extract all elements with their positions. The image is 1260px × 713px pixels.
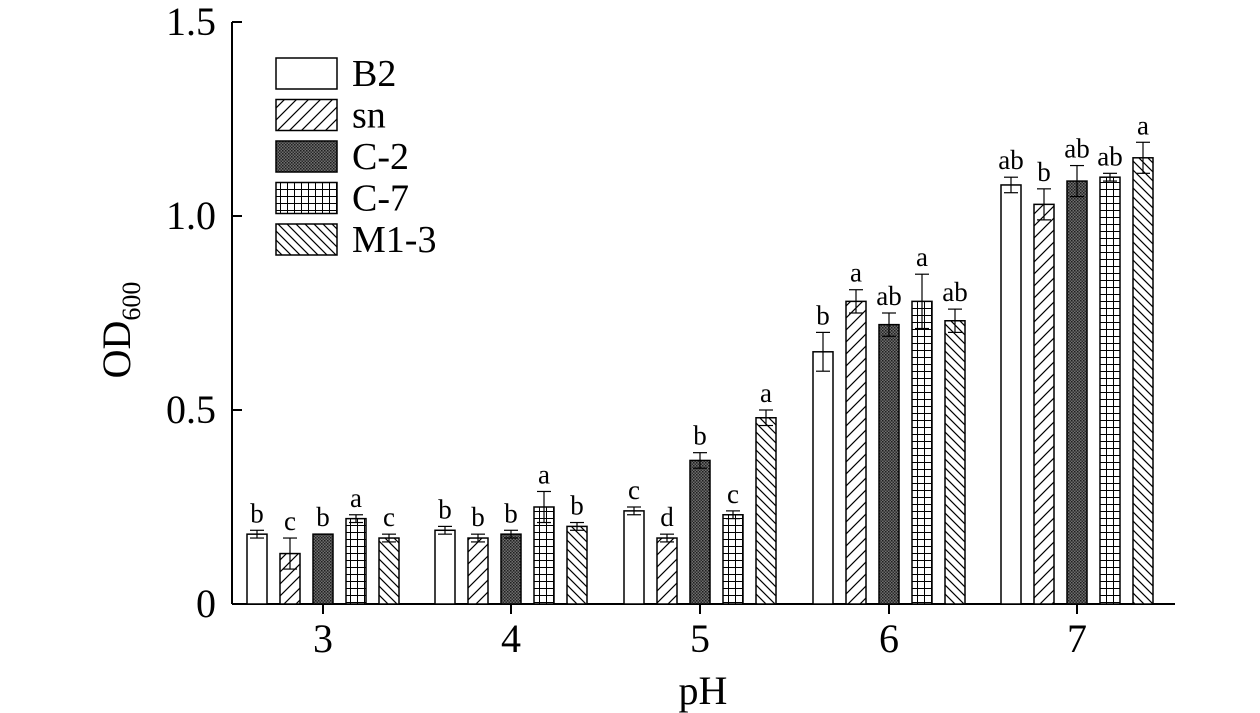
y-axis-title-subscript: 600 (117, 282, 146, 321)
significance-letter: a (760, 378, 772, 408)
significance-letter: a (1137, 110, 1149, 140)
x-tick-label: 4 (501, 616, 521, 661)
bar-c-2-ph6 (878, 323, 900, 605)
y-tick-label: 1.5 (166, 0, 216, 44)
significance-letter: a (538, 459, 550, 489)
significance-letter: a (350, 483, 362, 513)
x-ticks: 3 4 5 6 7 (313, 604, 1087, 661)
significance-letter: c (628, 475, 640, 505)
legend-swatch-b2 (275, 57, 338, 90)
significance-letter: c (383, 502, 395, 532)
legend-swatch-c-2 (275, 140, 338, 173)
significance-letter: b (504, 498, 518, 528)
x-tick-label: 6 (879, 616, 899, 661)
y-axis-title: OD (94, 321, 139, 379)
bar-b2-ph6 (812, 351, 834, 605)
bar-c-2-ph3 (312, 533, 334, 605)
y-tick-label: 1.0 (166, 193, 216, 238)
significance-letter: ab (876, 281, 901, 311)
significance-letter: b (693, 421, 707, 451)
significance-letter: b (316, 502, 330, 532)
bar-m1-3-ph7 (1132, 157, 1154, 605)
bar-b2-ph7 (1000, 184, 1022, 605)
significance-letter: a (916, 242, 928, 272)
bar-c-2-ph4 (500, 533, 522, 605)
bar-sn-ph6 (845, 300, 867, 605)
legend-label: C-2 (352, 136, 409, 178)
svg-text:OD600: OD600 (94, 282, 146, 379)
legend-swatch-c-7 (275, 181, 338, 215)
bar-b2-ph4 (434, 529, 456, 605)
legend-label: B2 (352, 53, 396, 95)
bar-sn-ph4 (467, 537, 489, 605)
bar-b2-ph5 (623, 510, 645, 605)
bar-m1-3-ph5 (755, 417, 777, 605)
legend-label: sn (352, 95, 386, 137)
x-axis-title: pH (679, 668, 728, 713)
y-tick-label: 0 (196, 581, 216, 626)
bar-m1-3-ph4 (566, 525, 588, 605)
x-tick-label: 7 (1067, 616, 1087, 661)
bar-c-7-ph5 (722, 514, 744, 605)
y-tick-label: 0.5 (166, 387, 216, 432)
bar-c-2-ph7 (1066, 180, 1088, 605)
significance-letter: ab (1064, 134, 1089, 164)
significance-letter: b (816, 300, 830, 330)
bar-c-2-ph5 (689, 459, 711, 605)
significance-letter: ab (998, 145, 1023, 175)
significance-letter: c (727, 479, 739, 509)
significance-letter: b (438, 494, 452, 524)
y-axis-title-group: OD600 (94, 282, 146, 379)
x-tick-label: 3 (313, 616, 333, 661)
bar-c-7-ph7 (1099, 176, 1121, 605)
significance-letter: c (284, 506, 296, 536)
bar-c-7-ph3 (345, 517, 367, 605)
significance-letter: b (250, 498, 264, 528)
legend-label: M1-3 (352, 219, 436, 261)
significance-letter: d (660, 502, 674, 532)
legend-swatch-m1-3 (275, 223, 338, 256)
y-ticks: 0 0.5 1.0 1.5 (166, 0, 242, 626)
legend-swatch-sn (275, 98, 338, 132)
significance-letter: b (570, 491, 584, 521)
significance-letter: b (1037, 157, 1051, 187)
x-tick-label: 5 (690, 616, 710, 661)
bar-c-7-ph6 (911, 300, 933, 605)
bar-sn-ph7 (1033, 203, 1055, 605)
bar-sn-ph5 (656, 537, 678, 605)
bar-m1-3-ph6 (944, 320, 966, 605)
bar-b2-ph3 (246, 533, 268, 605)
significance-letter: ab (1097, 141, 1122, 171)
significance-letter: b (471, 502, 485, 532)
significance-letter: a (850, 258, 862, 288)
legend-label: C-7 (352, 178, 409, 220)
bar-m1-3-ph3 (378, 537, 400, 605)
significance-letter: ab (942, 277, 967, 307)
